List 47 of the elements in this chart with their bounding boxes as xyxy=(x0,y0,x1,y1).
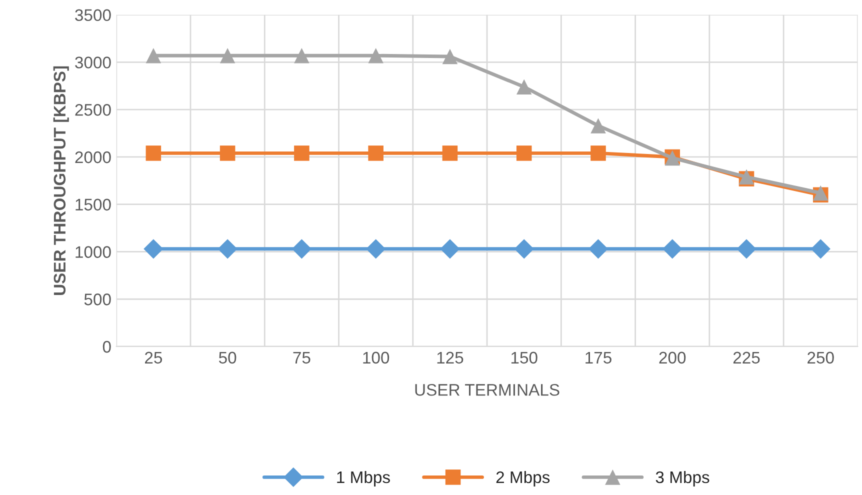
point xyxy=(368,48,384,64)
point xyxy=(442,146,458,161)
y-axis-title: USER THROUGHPUT [KBPS] xyxy=(53,66,69,295)
point xyxy=(662,239,682,259)
point xyxy=(514,239,534,259)
y-tick-label: 1500 xyxy=(76,198,111,211)
legend-label: 3 Mbps xyxy=(656,470,710,486)
x-tick-label: 50 xyxy=(218,352,236,364)
point xyxy=(294,48,310,64)
point xyxy=(736,239,756,259)
point xyxy=(590,118,606,134)
legend-label: 1 Mbps xyxy=(337,470,390,486)
point xyxy=(368,146,384,161)
point xyxy=(366,239,386,259)
y-tick-label: 2000 xyxy=(75,151,111,164)
point xyxy=(146,146,162,161)
x-tick-label: 175 xyxy=(586,352,612,364)
point xyxy=(294,146,310,161)
point xyxy=(220,48,236,64)
x-tick-label: 200 xyxy=(659,352,686,364)
point xyxy=(220,146,236,161)
x-tick-label: 100 xyxy=(363,352,390,364)
y-tick-label: 0 xyxy=(102,340,111,353)
point xyxy=(144,239,164,259)
point xyxy=(516,79,532,95)
point xyxy=(218,239,238,259)
y-tick-label: 2500 xyxy=(75,104,111,116)
legend-label: 2 Mbps xyxy=(496,470,550,486)
x-tick-label: 25 xyxy=(145,352,162,364)
x-tick-label: 225 xyxy=(733,352,760,364)
x-tick-label: 75 xyxy=(293,352,310,364)
point xyxy=(516,146,532,161)
x-tick-label: 125 xyxy=(437,352,464,364)
point xyxy=(442,48,458,64)
y-tick-label: 500 xyxy=(84,294,111,306)
x-tick-label: 150 xyxy=(511,352,538,364)
y-tick-label: 3500 xyxy=(75,9,111,22)
point xyxy=(588,239,608,259)
point xyxy=(810,239,830,259)
point xyxy=(146,48,162,64)
y-tick-label: 1000 xyxy=(76,246,111,258)
point xyxy=(440,239,460,259)
y-tick-label: 3000 xyxy=(75,56,111,68)
point xyxy=(292,239,312,259)
x-axis-title: USER TERMINALS xyxy=(415,384,560,396)
point xyxy=(590,146,606,161)
x-tick-label: 250 xyxy=(808,352,834,364)
